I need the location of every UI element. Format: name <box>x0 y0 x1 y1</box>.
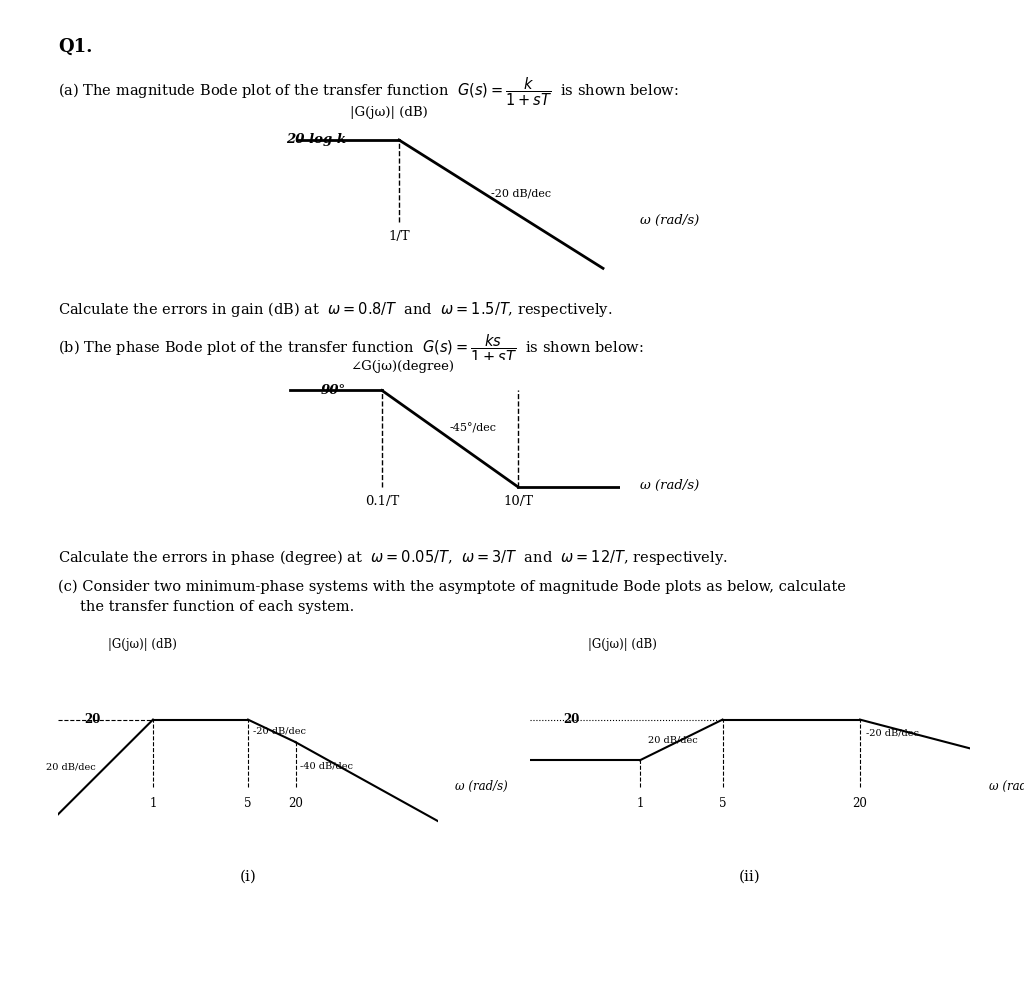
Text: ω (rad/s): ω (rad/s) <box>640 479 699 492</box>
Text: ω (rad/s): ω (rad/s) <box>989 780 1024 793</box>
Text: Calculate the errors in phase (degree) at  $\omega = 0.05/T$,  $\omega = 3/T$  a: Calculate the errors in phase (degree) a… <box>58 548 728 567</box>
Text: the transfer function of each system.: the transfer function of each system. <box>80 600 354 614</box>
Text: ∠G(jω)(degree): ∠G(jω)(degree) <box>350 360 454 373</box>
Text: -20 dB/dec: -20 dB/dec <box>253 726 306 736</box>
Text: (c) Consider two minimum-phase systems with the asymptote of magnitude Bode plot: (c) Consider two minimum-phase systems w… <box>58 580 846 594</box>
Text: Calculate the errors in gain (dB) at  $\omega = 0.8/T$  and  $\omega = 1.5/T$, r: Calculate the errors in gain (dB) at $\o… <box>58 300 612 319</box>
Text: 20: 20 <box>563 713 580 726</box>
Text: Q1.: Q1. <box>58 38 92 56</box>
Text: -20 dB/dec: -20 dB/dec <box>490 189 551 199</box>
Text: 20: 20 <box>288 798 303 811</box>
Text: 0.1/T: 0.1/T <box>365 494 399 507</box>
Text: 5: 5 <box>245 798 252 811</box>
Text: 20 log k: 20 log k <box>287 134 346 147</box>
Text: -40 dB/dec: -40 dB/dec <box>300 762 353 771</box>
Text: 20: 20 <box>853 798 867 811</box>
Text: |G(jω)| (dB): |G(jω)| (dB) <box>108 638 177 651</box>
Text: 10/T: 10/T <box>503 494 534 507</box>
Text: |G(jω)| (dB): |G(jω)| (dB) <box>350 106 427 119</box>
Text: -45°/dec: -45°/dec <box>450 424 497 433</box>
Text: 20 dB/dec: 20 dB/dec <box>46 762 96 771</box>
Text: 5: 5 <box>719 798 726 811</box>
Text: (a) The magnitude Bode plot of the transfer function  $G(s) = \dfrac{k}{1+sT}$  : (a) The magnitude Bode plot of the trans… <box>58 75 679 107</box>
Text: 90°: 90° <box>322 384 346 397</box>
Text: (ii): (ii) <box>739 870 761 884</box>
Text: (i): (i) <box>240 870 256 884</box>
Text: 1/T: 1/T <box>388 230 410 243</box>
Text: 1: 1 <box>150 798 157 811</box>
Text: ω (rad/s): ω (rad/s) <box>455 780 507 793</box>
Text: -20 dB/dec: -20 dB/dec <box>865 728 919 737</box>
Text: 20: 20 <box>84 713 100 726</box>
Text: 20 dB/dec: 20 dB/dec <box>648 736 698 745</box>
Text: 1: 1 <box>636 798 644 811</box>
Text: (b) The phase Bode plot of the transfer function  $G(s) = \dfrac{ks}{1+sT}$  is : (b) The phase Bode plot of the transfer … <box>58 332 644 364</box>
Text: ω (rad/s): ω (rad/s) <box>640 214 699 227</box>
Text: |G(jω)| (dB): |G(jω)| (dB) <box>588 638 656 651</box>
